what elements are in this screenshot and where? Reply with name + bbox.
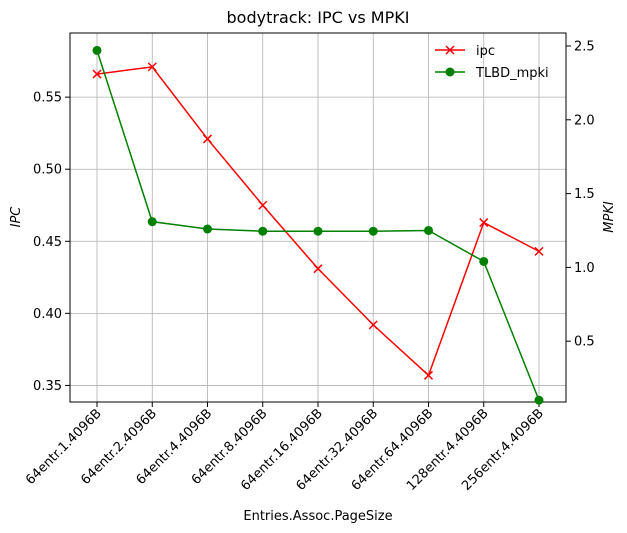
y-tick-label-right: 1.0 — [574, 261, 595, 276]
data-point-tlbd-mpki — [258, 226, 268, 236]
y-tick-label-right: 1.5 — [574, 187, 595, 202]
data-point-ipc — [479, 218, 489, 228]
data-point-tlbd-mpki — [368, 226, 378, 236]
series-layer — [92, 45, 544, 405]
legend-item-tlbd-mpki: TLBD_mpki — [435, 66, 549, 81]
data-point-ipc — [202, 134, 213, 144]
y-tick-label-left: 0.45 — [33, 235, 62, 250]
right-axis: 0.5 1.0 1.5 2.0 2.5 — [566, 39, 595, 350]
data-point-tlbd-mpki — [424, 225, 433, 235]
data-point-tlbd-mpki — [92, 45, 102, 55]
legend-label-ipc: ipc — [476, 44, 495, 59]
data-point-tlbd-mpki — [203, 224, 212, 234]
y-axis-label-right: MPKI — [602, 201, 617, 233]
y-tick-label-right: 0.5 — [574, 335, 595, 350]
x-axis: 64entr.1.4096B64entr.2.4096B64entr.4.409… — [23, 402, 547, 494]
data-point-tlbd-mpki — [479, 256, 489, 266]
y-tick-label-left: 0.35 — [33, 379, 62, 394]
gridlines — [70, 33, 566, 402]
left-axis: 0.35 0.40 0.45 0.50 0.55 — [33, 91, 70, 394]
y-tick-label-right: 2.0 — [574, 113, 595, 128]
chart-title: bodytrack: IPC vs MPKI — [227, 8, 410, 27]
legend-label-tlbd-mpki: TLBD_mpki — [475, 66, 549, 81]
y-tick-label-left: 0.55 — [33, 91, 62, 106]
data-point-ipc — [147, 62, 157, 72]
legend: ipc TLBD_mpki — [435, 44, 549, 81]
data-point-tlbd-mpki — [147, 217, 157, 227]
data-point-ipc — [258, 200, 268, 210]
legend-item-ipc: ipc — [435, 44, 495, 59]
data-point-ipc — [92, 69, 102, 79]
y-tick-label-right: 2.5 — [574, 39, 595, 54]
y-axis-label-left: IPC — [9, 206, 24, 228]
data-point-tlbd-mpki — [534, 395, 544, 405]
data-point-ipc — [368, 320, 378, 330]
data-point-ipc — [423, 370, 434, 380]
y-tick-label-left: 0.40 — [33, 307, 62, 322]
y-tick-label-left: 0.50 — [33, 163, 62, 178]
x-axis-label: Entries.Assoc.PageSize — [243, 509, 392, 524]
data-point-ipc — [313, 264, 323, 274]
data-point-ipc — [534, 246, 544, 256]
data-point-tlbd-mpki — [313, 226, 323, 236]
